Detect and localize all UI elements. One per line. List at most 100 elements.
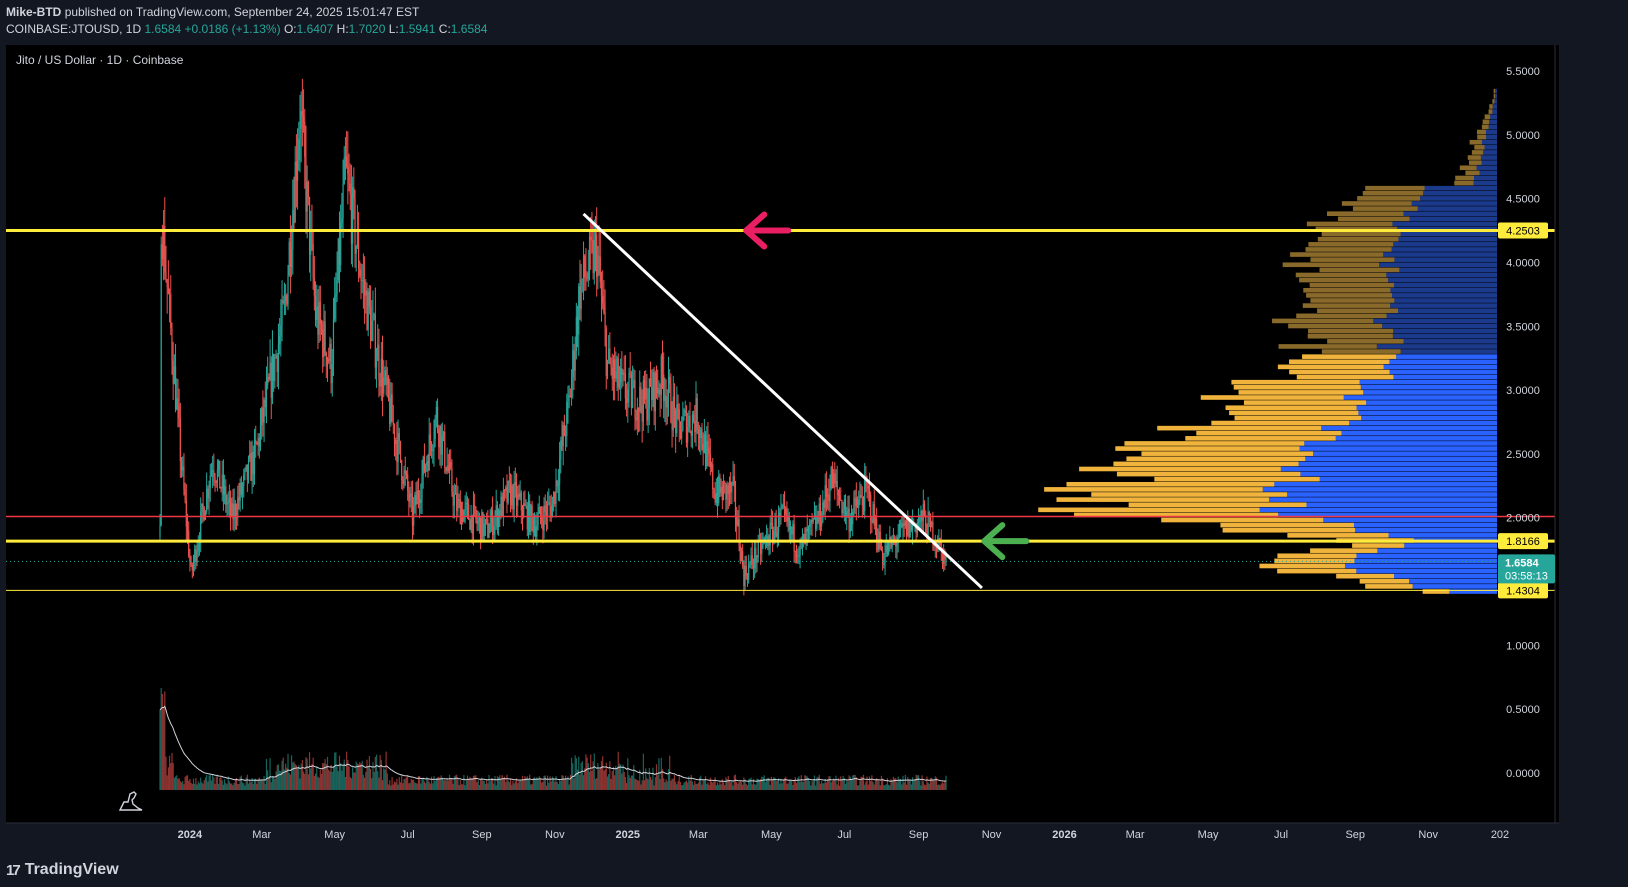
candle-body (404, 470, 406, 474)
candle-body (251, 451, 253, 481)
volume-bar (195, 777, 197, 790)
candle-body (740, 551, 743, 562)
volume-bar (352, 767, 354, 790)
volume-bar (415, 783, 417, 790)
volume-bar (872, 781, 874, 790)
volume-bar (932, 779, 934, 790)
volume-bar (750, 777, 752, 790)
candle-body (416, 490, 418, 505)
volume-bar (480, 779, 482, 790)
volume-bar (268, 777, 270, 790)
volume-bar (550, 781, 552, 790)
volume-bar (530, 784, 532, 790)
candle-body (745, 565, 747, 576)
candle-body (300, 111, 302, 129)
volume-bar (221, 780, 223, 790)
price-tick-label: 1.0000 (1506, 640, 1540, 652)
volume-bar (837, 778, 839, 790)
time-tick-label: 202 (1491, 829, 1509, 841)
volume-bar (648, 767, 650, 790)
price-change: +0.0186 (+1.13%) (184, 22, 281, 36)
volume-bar (224, 779, 226, 790)
candle-body (269, 362, 271, 380)
candle-body (704, 434, 707, 467)
candle-body (320, 323, 323, 330)
volume-bar (222, 784, 225, 790)
candle-body (573, 349, 575, 371)
candle-body (608, 348, 610, 360)
candle-body (325, 352, 327, 367)
profile-up-bar (1115, 446, 1300, 451)
candle-body (629, 372, 631, 374)
volume-bar (943, 783, 945, 790)
candle-body (414, 494, 416, 506)
volume-bar (868, 776, 871, 790)
volume-bar (663, 778, 665, 790)
candle-body (700, 428, 702, 438)
volume-bar (465, 780, 467, 790)
candle-body (358, 232, 360, 270)
volume-bar (256, 783, 258, 790)
profile-up-bar (1277, 364, 1384, 370)
candle-body (794, 550, 796, 553)
candle-body (652, 372, 654, 400)
candle-body (484, 519, 487, 524)
descending-trendline[interactable] (582, 212, 983, 590)
candle-body (273, 354, 275, 381)
candle-body (185, 500, 187, 527)
volume-bar (819, 783, 822, 790)
volume-bar (490, 777, 493, 790)
candles (159, 78, 947, 596)
candle-body (928, 512, 930, 516)
candle-body (408, 490, 410, 502)
candle-body (902, 523, 904, 528)
volume-bar (484, 783, 487, 790)
candle-body (597, 255, 599, 277)
profile-up-bar (1357, 196, 1421, 201)
candle-body (731, 482, 733, 493)
candle-body (170, 294, 172, 329)
tradingview-brand[interactable]: 17 TradingView (6, 861, 119, 879)
candle-body (317, 306, 319, 335)
volume-bar (923, 784, 926, 790)
candle-body (165, 272, 167, 280)
candle-body (872, 504, 874, 523)
price-tick-label: 3.5000 (1506, 321, 1540, 333)
candle-body (162, 226, 165, 260)
price-chart[interactable]: 5.50005.00004.50004.00003.50003.00002.50… (0, 40, 1628, 853)
volume-bar (793, 779, 795, 790)
volume-bar (861, 776, 863, 790)
candle-body (347, 167, 349, 174)
candle-body (464, 504, 466, 511)
candle-body (783, 505, 786, 509)
volume-bar (533, 777, 536, 790)
candle-body (172, 360, 174, 384)
volume-bar (795, 783, 798, 790)
candle-body (336, 280, 338, 294)
candle-body (264, 399, 266, 408)
volume-bar (743, 777, 745, 790)
profile-down-bar (1481, 139, 1497, 145)
volume-bar (212, 774, 214, 790)
author-name[interactable]: Mike-BTD (6, 5, 62, 19)
volume-bar (422, 777, 424, 790)
volume-bar (332, 766, 335, 790)
volume-bar (700, 775, 702, 790)
time-tick-label: 2024 (178, 829, 203, 841)
candle-body (285, 295, 287, 302)
candle-body (213, 470, 215, 477)
volume-bar (438, 776, 440, 790)
volume-bar (316, 767, 318, 790)
candle-body (435, 407, 437, 419)
volume-bar (219, 777, 221, 790)
volume-bar (201, 782, 203, 790)
profile-down-bar (1306, 502, 1497, 508)
volume-bar (762, 777, 764, 790)
time-axis[interactable]: 2024 Mar May Jul Sep Nov 2025 Mar May Jul Sep Nov 20… (178, 829, 1510, 841)
price-axis[interactable]: 5.50005.00004.50004.00003.50003.00002.50… (1498, 66, 1555, 780)
volume-bar (929, 777, 932, 790)
volume-bar (840, 776, 842, 790)
candle-body (524, 503, 526, 506)
volume-bar (166, 775, 168, 790)
volume-bar (697, 782, 699, 790)
